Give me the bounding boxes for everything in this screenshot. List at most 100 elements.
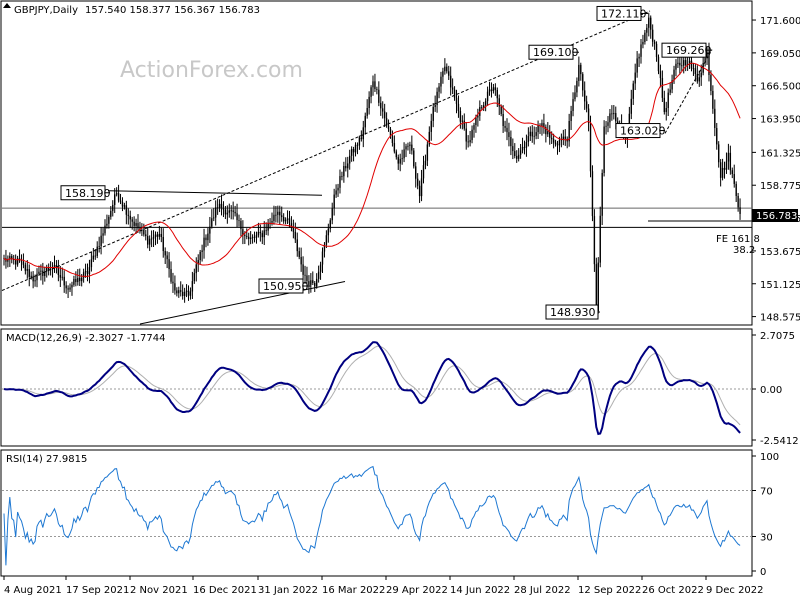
rsi-title: RSI(14) 27.9815 xyxy=(6,454,87,465)
header-triangle-icon xyxy=(3,3,11,8)
candle-body xyxy=(457,103,460,111)
candle-body xyxy=(731,170,733,175)
candle-body xyxy=(415,166,417,179)
candle-body xyxy=(310,280,312,285)
candle-body xyxy=(216,207,219,209)
candle-body xyxy=(690,60,693,69)
candle-body xyxy=(290,223,293,228)
candle-body xyxy=(634,72,636,84)
candle-body xyxy=(628,113,631,128)
candle-body xyxy=(106,223,108,226)
price-tick-label: 153.675 xyxy=(760,247,800,258)
candle-body xyxy=(370,87,372,97)
candle-body xyxy=(356,144,359,146)
candle-body xyxy=(380,102,382,109)
candle-body xyxy=(30,275,32,277)
candle-body xyxy=(708,52,710,76)
candle-body xyxy=(562,136,565,140)
annotation-label: 158.190 xyxy=(65,187,111,200)
candle-body xyxy=(372,81,374,88)
candle-body xyxy=(401,158,403,160)
candle-body xyxy=(640,44,642,57)
candle-body xyxy=(240,220,242,230)
x-tick-label: 28 Jul 2022 xyxy=(514,585,571,596)
candle-body xyxy=(185,290,188,292)
candle-body xyxy=(418,185,421,197)
candle-body xyxy=(663,97,666,112)
candle-body xyxy=(512,146,514,152)
candle-body xyxy=(655,43,658,57)
candle-body xyxy=(459,110,462,122)
candle-body xyxy=(92,255,95,260)
candle-body xyxy=(73,279,75,285)
candle-body xyxy=(405,146,407,150)
candle-body xyxy=(411,144,413,151)
candle-body xyxy=(665,107,667,112)
annotation-label: 148.930 xyxy=(550,306,596,319)
candle-body xyxy=(281,215,283,217)
candle-body xyxy=(723,167,726,170)
candle-body xyxy=(197,260,199,265)
candle-body xyxy=(7,259,9,262)
price-tick-label: 163.950 xyxy=(760,115,800,126)
candle-body xyxy=(391,136,394,143)
candle-body xyxy=(246,236,248,237)
candle-body xyxy=(717,144,720,163)
candle-body xyxy=(706,52,708,59)
candle-body xyxy=(172,281,174,284)
candle-body xyxy=(248,236,250,239)
macd-title: MACD(12,26,9) -2.3027 -1.7744 xyxy=(6,333,166,344)
candle-body xyxy=(719,162,722,178)
candle-body xyxy=(137,223,139,229)
candle-body xyxy=(382,108,384,112)
current-price-tag: 156.783 xyxy=(752,209,798,222)
candle-body xyxy=(354,144,357,153)
candle-body xyxy=(323,244,326,252)
candle-body xyxy=(484,101,487,106)
candle-body xyxy=(589,122,592,172)
candle-body xyxy=(279,211,281,216)
candle-body xyxy=(145,234,147,237)
candle-body xyxy=(150,238,153,240)
candle-body xyxy=(273,214,275,221)
candle-body xyxy=(238,220,240,221)
candle-body xyxy=(607,122,609,126)
candle-body xyxy=(700,72,702,78)
candle-body xyxy=(265,230,267,232)
candle-body xyxy=(61,276,63,278)
candle-body xyxy=(259,231,262,234)
candle-body xyxy=(362,127,364,140)
price-annotations: 172.110 169.100 169.260 163.020 158.190 150.9… xyxy=(60,5,712,320)
annotation-label: 172.110 xyxy=(601,7,647,20)
candle-body xyxy=(147,236,149,245)
candle-body xyxy=(53,265,56,268)
candle-body xyxy=(20,260,23,262)
candle-body xyxy=(152,236,155,239)
candle-body xyxy=(80,277,83,282)
candle-body xyxy=(131,219,133,222)
candle-body xyxy=(426,144,429,161)
candle-body xyxy=(521,146,524,151)
x-axis: 4 Aug 2021 17 Sep 2021 2 Nov 2021 16 Dec 20… xyxy=(3,576,764,596)
candle-body xyxy=(100,235,102,247)
candle-body xyxy=(611,113,613,115)
candle-body xyxy=(16,258,19,265)
candle-body xyxy=(582,74,584,91)
candle-body xyxy=(271,220,273,223)
candle-body xyxy=(49,269,52,271)
candle-body xyxy=(500,106,502,114)
candle-body xyxy=(547,131,549,135)
candle-body xyxy=(341,176,343,177)
candle-body xyxy=(38,271,40,274)
candle-body xyxy=(385,118,388,126)
candle-body xyxy=(605,125,607,127)
candle-body xyxy=(352,149,355,153)
candle-body xyxy=(492,87,495,92)
candle-body xyxy=(576,80,578,93)
candle-body xyxy=(205,237,207,241)
x-tick-label: 12 Sep 2022 xyxy=(578,585,641,596)
rsi-axis: 100 70 30 0 xyxy=(2,452,779,578)
candle-body xyxy=(13,259,15,261)
candle-body xyxy=(677,62,679,64)
candle-body xyxy=(57,268,60,275)
